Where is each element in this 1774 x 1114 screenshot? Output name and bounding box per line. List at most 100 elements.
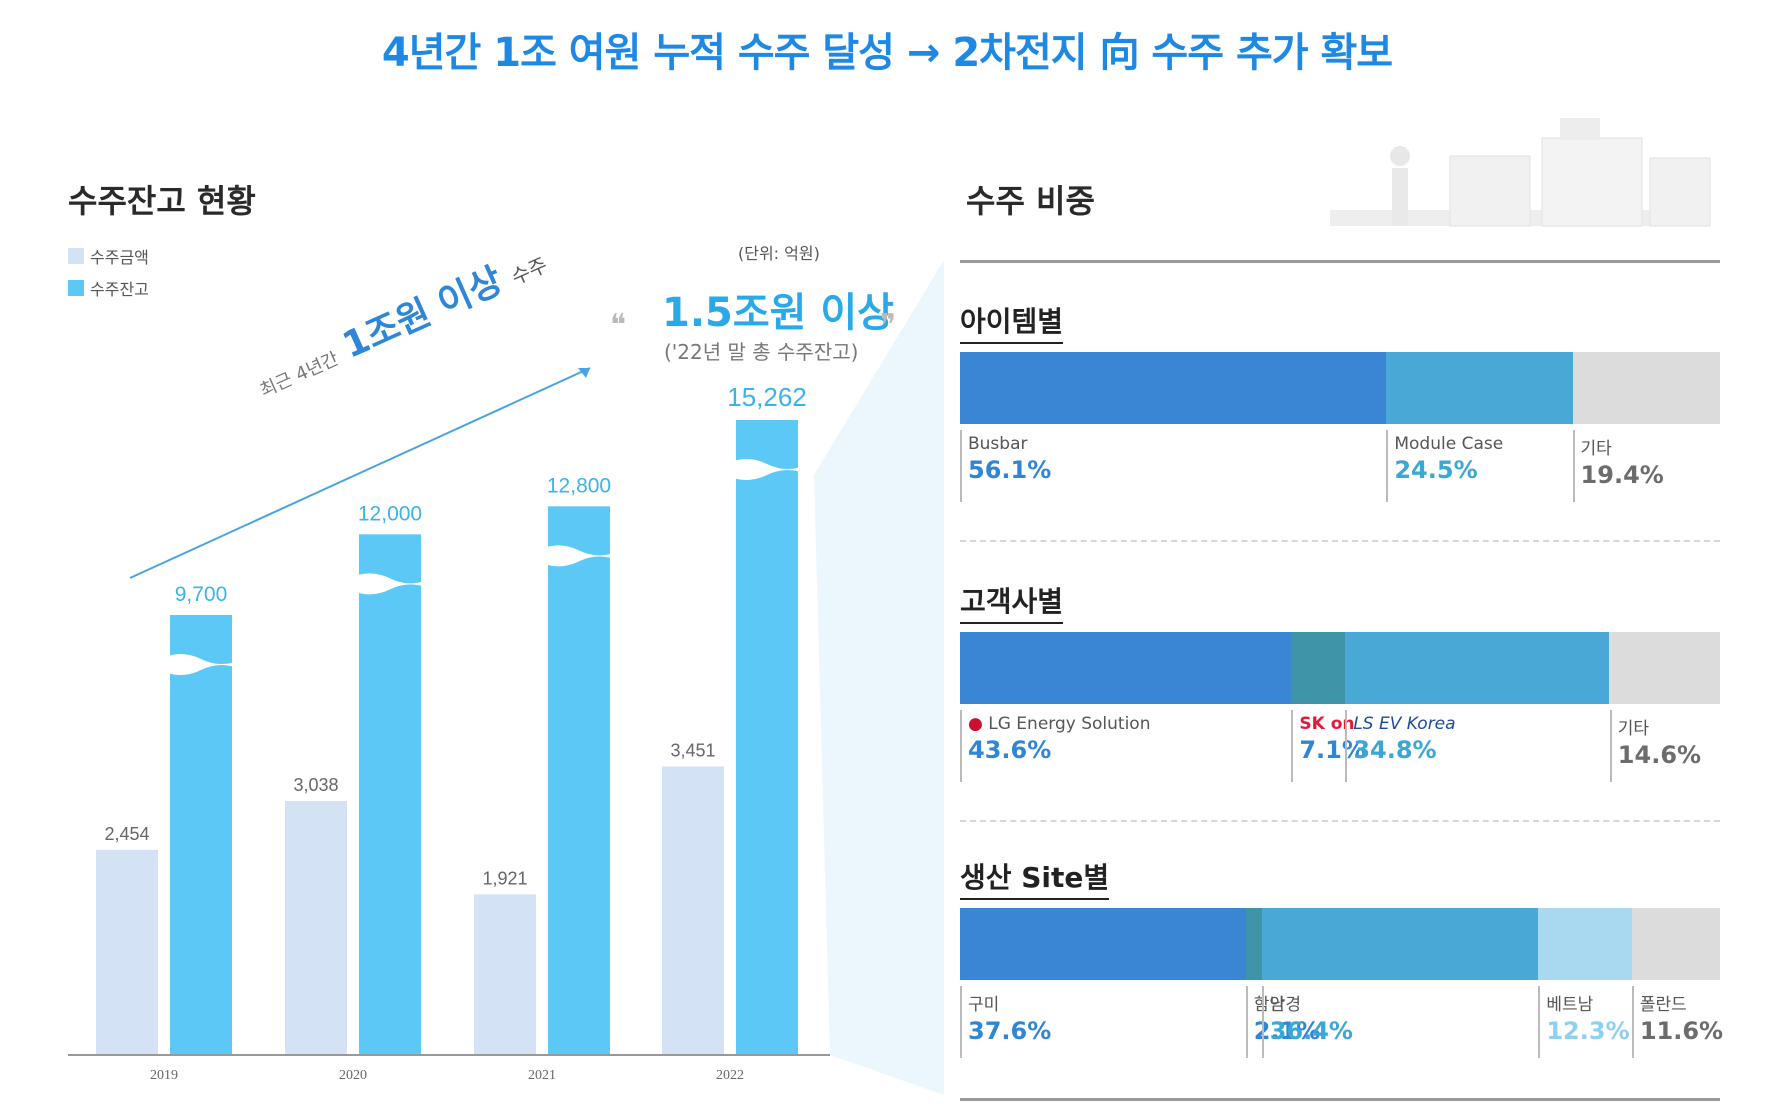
share-label-0-0: Busbar 56.1% [960,430,1051,502]
share-label-0-1: Module Case 24.5% [1386,430,1503,502]
legend-label-order-amount: 수주금액 [90,248,149,267]
share-segment-1-1 [1291,632,1345,704]
label-backlog-2021: 12,800 [547,474,611,497]
share-label-name-text: LS EV Korea [1353,714,1456,734]
share-segment-2-4 [1631,908,1720,980]
bar-order-amount-2020 [285,801,347,1055]
share-segment-2-3 [1538,908,1632,980]
share-label-1-1: SK on 7.1% [1291,710,1366,782]
share-label-name: Module Case [1394,434,1503,454]
unit-label: (단위: 억원) [738,244,820,263]
share-label-pct: 43.6% [968,736,1052,764]
bar-backlog-2021 [548,506,610,1056]
share-segment-2-0 [960,908,1246,980]
open-quote-icon: ❝ [610,308,627,343]
x-tick-2019: 2019 [150,1068,178,1083]
share-label-pct: 14.6% [1617,741,1702,769]
zoom-wedge [814,260,944,1095]
share-bar-2 [960,908,1720,980]
lg-logo-icon: ● [968,714,989,734]
bar-order-amount-2022 [662,766,724,1055]
bar-backlog-2022 [736,420,798,1055]
bar-backlog-2019 [170,615,232,1055]
share-label-name: 기타 [1581,434,1664,459]
share-segment-1-2 [1344,632,1610,704]
share-label-name-text: 폴란드 [1639,995,1687,1015]
trend-arrow-line [129,367,591,579]
backlog-section-title: 수주잔고 현황 [68,182,256,220]
label-order-amount-2020: 3,038 [293,775,338,795]
share-label-pct: 7.1% [1299,736,1366,764]
share-label-name: SK on [1299,714,1366,734]
share-label-name: 구미 [968,990,1051,1015]
legend-item-order-amount: 수주금액 [68,244,149,268]
share-label-name-text: Busbar [968,434,1028,454]
share-label-name: 베트남 [1546,990,1629,1015]
axis-break-2020 [349,573,431,595]
share-bar-1 [960,632,1721,704]
x-tick-2020: 2020 [339,1068,367,1083]
axis-break-2019 [160,654,242,675]
label-order-amount-2019: 2,454 [104,824,149,844]
share-bar-0 [960,352,1720,424]
share-label-pct: 24.5% [1394,456,1478,484]
axis-break-2022 [726,459,808,480]
share-label-name-text: 기타 [1580,439,1612,459]
legend-item-backlog: 수주잔고 [68,276,149,300]
share-label-pct: 36.4% [1269,1017,1353,1045]
share-group-title-2: 생산 Site별 [960,856,1110,900]
share-label-name: 남경 [1270,990,1353,1015]
close-quote-icon: ❞ [880,308,897,343]
label-order-amount-2022: 3,451 [670,740,715,760]
bar-order-amount-2019 [96,849,158,1055]
main-title: 4년간 1조 여원 누적 수주 달성 → 2차전지 向 수주 추가 확보 [381,30,1393,76]
backlog-bar-chart: 2,454 9,700 2019 3,038 12,000 2020 1,921 12,800… [68,260,944,1095]
share-group-title-0: 아이템별 [960,300,1064,344]
share-label-name: ● LG Energy Solution [968,714,1150,734]
share-label-name: 함안 [1254,990,1321,1015]
axis-break-2021 [538,545,620,567]
share-divider-0 [960,540,1720,542]
share-segment-0-1 [1386,352,1573,424]
share-label-pct: 2.1% [1253,1017,1321,1045]
share-label-name: 기타 [1618,714,1701,739]
callout-value: 1.5조원 이상 [662,290,894,336]
share-label-2-3: 베트남 12.3% [1538,986,1630,1058]
bar-backlog-2020 [359,534,421,1055]
trend-arrow-head [578,368,590,378]
label-backlog-2022: 15,262 [727,382,807,412]
callout-sub: ('22년 말 총 수주잔고) [664,340,859,364]
share-label-name-text: 구미 [968,995,1000,1015]
legend-swatch-order-amount [68,248,84,264]
share-label-name: Busbar [968,434,1051,454]
share-group-title-1: 고객사별 [960,580,1064,624]
share-header-rule [960,260,1720,263]
share-label-name-text: 남경 [1269,995,1301,1015]
share-label-1-3: 기타 14.6% [1609,710,1702,782]
share-label-name-text: SK on [1299,714,1355,734]
chart-legend: 수주금액 수주잔고 [68,244,149,300]
legend-label-backlog: 수주잔고 [90,280,149,299]
share-label-name-text: 베트남 [1546,995,1594,1015]
share-label-name-text: 함안 [1253,995,1286,1015]
share-label-name: LS EV Korea [1353,714,1455,734]
label-backlog-2019: 9,700 [175,583,228,606]
share-segment-1-3 [1609,632,1721,704]
label-order-amount-2021: 1,921 [482,868,527,888]
legend-swatch-backlog [68,280,84,296]
share-label-1-0: ● LG Energy Solution 43.6% [960,710,1150,782]
share-divider-1 [960,820,1720,822]
share-label-pct: 34.8% [1353,736,1437,764]
share-label-name-text: LG Energy Solution [988,714,1151,734]
share-label-pct: 12.3% [1546,1017,1630,1045]
x-tick-2022: 2022 [716,1068,744,1083]
share-label-2-4: 폴란드 11.6% [1631,986,1724,1058]
share-label-2-0: 구미 37.6% [960,986,1051,1058]
share-label-pct: 11.6% [1639,1017,1724,1045]
share-section-title: 수주 비중 [966,182,1095,220]
share-segment-1-0 [960,632,1292,704]
bar-order-amount-2021 [474,894,536,1055]
label-backlog-2020: 12,000 [358,502,422,525]
share-label-2-2: 남경 36.4% [1261,986,1353,1058]
share-segment-2-1 [1245,908,1262,980]
